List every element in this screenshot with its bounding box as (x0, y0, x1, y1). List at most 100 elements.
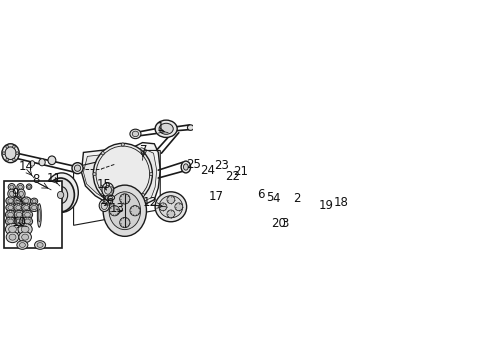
Ellipse shape (8, 189, 16, 198)
Ellipse shape (37, 243, 43, 247)
Ellipse shape (204, 167, 209, 173)
Ellipse shape (20, 243, 25, 247)
Ellipse shape (32, 206, 37, 210)
Ellipse shape (268, 197, 274, 204)
Ellipse shape (21, 234, 28, 240)
Text: 8: 8 (32, 173, 40, 186)
Ellipse shape (8, 206, 13, 210)
Ellipse shape (159, 203, 166, 211)
Text: 11: 11 (47, 172, 61, 185)
Ellipse shape (287, 191, 289, 193)
Ellipse shape (22, 210, 33, 219)
Text: 7: 7 (139, 144, 147, 157)
Ellipse shape (21, 226, 29, 233)
Ellipse shape (315, 213, 316, 215)
Ellipse shape (225, 177, 232, 184)
Ellipse shape (6, 231, 19, 243)
Ellipse shape (72, 163, 83, 174)
Ellipse shape (257, 190, 269, 206)
Text: 23: 23 (213, 158, 228, 171)
Ellipse shape (230, 171, 237, 180)
Ellipse shape (30, 161, 35, 166)
Ellipse shape (287, 208, 289, 210)
Ellipse shape (104, 185, 111, 194)
Ellipse shape (5, 217, 16, 226)
Ellipse shape (13, 158, 15, 161)
Ellipse shape (45, 173, 78, 212)
Ellipse shape (17, 184, 24, 191)
Ellipse shape (255, 229, 264, 235)
Ellipse shape (175, 203, 183, 211)
Ellipse shape (278, 190, 295, 211)
Ellipse shape (102, 183, 114, 197)
Ellipse shape (16, 206, 21, 210)
Ellipse shape (215, 166, 225, 177)
Ellipse shape (27, 185, 31, 188)
Ellipse shape (328, 204, 334, 209)
Ellipse shape (2, 144, 19, 163)
Ellipse shape (17, 219, 22, 224)
Ellipse shape (260, 193, 267, 203)
Ellipse shape (130, 129, 141, 139)
Ellipse shape (8, 184, 15, 191)
Ellipse shape (159, 196, 183, 218)
Text: 14: 14 (19, 160, 33, 173)
Ellipse shape (21, 204, 31, 212)
Text: 17: 17 (209, 190, 224, 203)
Ellipse shape (14, 210, 24, 219)
Ellipse shape (26, 184, 32, 189)
Polygon shape (241, 210, 264, 234)
Ellipse shape (25, 203, 30, 210)
Ellipse shape (273, 199, 279, 206)
Ellipse shape (47, 178, 74, 212)
Bar (4, 181, 62, 248)
Ellipse shape (22, 217, 33, 226)
Ellipse shape (278, 199, 280, 202)
Ellipse shape (203, 166, 210, 175)
Ellipse shape (26, 224, 32, 230)
Ellipse shape (101, 152, 104, 155)
Ellipse shape (121, 202, 124, 205)
Ellipse shape (166, 210, 175, 218)
Ellipse shape (21, 197, 31, 205)
Text: 20: 20 (271, 217, 285, 230)
Text: 21: 21 (232, 165, 247, 178)
Ellipse shape (203, 195, 246, 242)
Ellipse shape (6, 158, 9, 161)
Ellipse shape (213, 206, 237, 231)
Ellipse shape (8, 199, 13, 203)
Text: 5: 5 (265, 191, 272, 204)
Ellipse shape (231, 172, 235, 178)
Ellipse shape (24, 219, 30, 224)
Ellipse shape (291, 194, 293, 197)
Ellipse shape (8, 212, 13, 217)
Ellipse shape (101, 193, 104, 197)
Ellipse shape (159, 123, 173, 134)
Ellipse shape (105, 195, 114, 201)
Ellipse shape (322, 210, 323, 212)
Ellipse shape (318, 215, 319, 216)
Text: 13: 13 (110, 202, 124, 215)
Ellipse shape (280, 215, 286, 220)
Text: 22: 22 (225, 170, 240, 183)
Text: 25: 25 (186, 158, 201, 171)
Ellipse shape (314, 205, 323, 216)
Ellipse shape (29, 204, 39, 212)
Text: 15: 15 (97, 178, 112, 191)
Ellipse shape (5, 223, 20, 235)
Ellipse shape (149, 172, 152, 176)
Ellipse shape (107, 196, 112, 199)
Ellipse shape (187, 125, 193, 130)
Text: 1: 1 (157, 121, 164, 135)
Ellipse shape (280, 194, 282, 197)
Ellipse shape (120, 217, 130, 228)
Ellipse shape (280, 204, 282, 207)
Ellipse shape (14, 197, 23, 205)
Ellipse shape (283, 208, 285, 210)
Text: 9: 9 (11, 187, 19, 200)
Ellipse shape (141, 193, 144, 197)
Ellipse shape (10, 185, 14, 189)
Ellipse shape (6, 197, 15, 205)
Ellipse shape (19, 185, 22, 189)
Ellipse shape (6, 145, 9, 148)
